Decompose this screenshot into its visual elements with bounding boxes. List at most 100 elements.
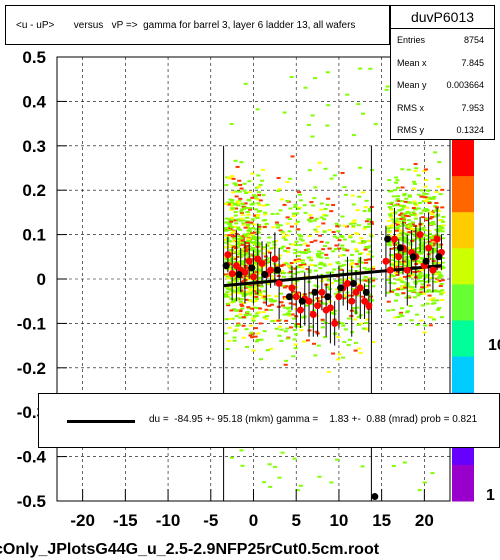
density-cell: [281, 232, 286, 235]
palette-step: [452, 356, 474, 394]
density-cell: [282, 313, 287, 316]
density-cell: [351, 225, 356, 228]
density-cell: [326, 279, 331, 282]
density-cell: [286, 247, 291, 250]
density-cell: [343, 294, 348, 297]
density-cell: [434, 206, 439, 209]
density-cell: [338, 254, 343, 257]
density-cell: [289, 326, 294, 329]
density-cell: [440, 289, 445, 292]
density-cell: [244, 292, 249, 295]
density-cell: [313, 269, 318, 272]
density-cell: [255, 276, 260, 279]
density-cell: [307, 218, 312, 221]
density-cell: [329, 282, 334, 285]
density-cell: [254, 239, 259, 242]
x-tick-label: 0: [249, 511, 258, 530]
density-cell: [338, 281, 343, 284]
density-cell: [296, 220, 301, 223]
density-cell: [401, 292, 406, 295]
density-cell: [276, 264, 281, 267]
density-cell: [427, 202, 432, 205]
data-point-red: [416, 231, 424, 239]
density-cell: [292, 303, 297, 306]
density-cell: [401, 257, 406, 260]
density-cell: [243, 202, 248, 205]
density-cell: [262, 481, 267, 484]
density-cell: [238, 197, 243, 200]
density-cell: [406, 285, 411, 288]
density-cell: [229, 260, 234, 263]
density-cell: [348, 222, 353, 225]
density-cell: [391, 289, 396, 292]
density-cell: [316, 344, 321, 347]
density-cell: [270, 212, 275, 215]
density-cell: [303, 211, 308, 214]
density-cell: [368, 233, 373, 236]
density-cell: [226, 273, 231, 276]
density-cell: [251, 248, 256, 251]
density-cell: [319, 256, 324, 259]
density-cell: [320, 326, 325, 329]
density-cell: [296, 265, 301, 268]
density-cell: [285, 327, 290, 330]
density-cell: [236, 278, 241, 281]
density-cell: [251, 235, 256, 238]
density-cell: [232, 261, 237, 264]
density-cell: [357, 261, 362, 264]
data-point-red: [271, 255, 279, 263]
density-cell: [435, 177, 440, 180]
density-cell: [398, 324, 403, 327]
density-cell: [342, 238, 347, 241]
stats-row: RMS y 0.1324: [391, 119, 494, 142]
density-cell: [229, 309, 234, 312]
density-cell: [354, 263, 359, 266]
density-cell: [394, 265, 399, 268]
data-point-red: [365, 302, 373, 310]
density-cell: [232, 298, 237, 301]
density-cell: [426, 284, 431, 287]
density-cell: [274, 327, 279, 330]
density-cell: [395, 217, 400, 220]
density-cell: [342, 340, 347, 343]
density-cell: [440, 206, 445, 209]
density-cell: [436, 277, 441, 280]
density-cell: [394, 263, 399, 266]
density-cell: [240, 213, 245, 216]
density-cell: [234, 195, 239, 198]
density-cell: [301, 262, 306, 265]
density-cell: [440, 237, 445, 240]
density-cell: [244, 192, 249, 195]
density-cell: [241, 223, 246, 226]
density-cell: [240, 208, 245, 211]
density-cell: [402, 194, 407, 197]
density-cell: [295, 489, 300, 492]
density-cell: [246, 232, 251, 235]
density-cell: [250, 218, 255, 221]
density-cell: [417, 248, 422, 251]
density-cell: [248, 230, 253, 233]
density-cell: [437, 307, 442, 310]
density-cell: [431, 247, 436, 250]
density-cell: [389, 274, 394, 277]
density-cell: [292, 267, 297, 270]
density-cell: [282, 295, 287, 298]
density-cell: [325, 241, 330, 244]
density-cell: [420, 248, 425, 251]
palette-step: [452, 284, 474, 321]
density-cell: [406, 262, 411, 265]
density-cell: [333, 333, 338, 336]
density-cell: [425, 217, 430, 220]
density-cell: [403, 200, 408, 203]
density-cell: [396, 234, 401, 237]
y-tick-label: 0.4: [22, 92, 46, 111]
density-cell: [413, 208, 418, 211]
density-cell: [269, 275, 274, 278]
density-cell: [408, 226, 413, 229]
density-cell: [237, 288, 242, 291]
density-cell: [408, 241, 413, 244]
density-cell: [395, 199, 400, 202]
density-cell: [296, 191, 301, 194]
density-cell: [262, 301, 267, 304]
density-cell: [229, 201, 234, 204]
